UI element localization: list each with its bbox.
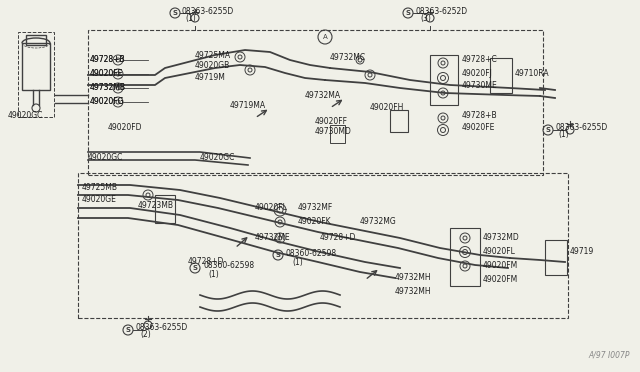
Text: 49020FL: 49020FL — [255, 202, 288, 212]
Text: 49732MB: 49732MB — [90, 83, 126, 93]
Text: S: S — [406, 10, 410, 16]
Text: 49730MD: 49730MD — [315, 128, 352, 137]
Text: (1): (1) — [558, 131, 569, 140]
Bar — [545, 240, 567, 275]
Text: 49728+B: 49728+B — [90, 55, 125, 64]
Text: A: A — [323, 34, 328, 40]
Bar — [430, 55, 458, 105]
Text: 49725MB: 49725MB — [82, 183, 118, 192]
Text: S: S — [193, 265, 198, 271]
Text: 49730ME: 49730ME — [462, 81, 498, 90]
Text: 49723MB: 49723MB — [138, 201, 174, 209]
Text: 49020FM: 49020FM — [483, 262, 518, 270]
Text: 49020GC: 49020GC — [200, 154, 236, 163]
Bar — [490, 58, 512, 93]
Text: 49020FM: 49020FM — [483, 276, 518, 285]
Text: 49020FE: 49020FE — [90, 70, 124, 78]
Text: 49719MA: 49719MA — [230, 100, 266, 109]
Bar — [330, 125, 345, 143]
Bar — [390, 110, 408, 132]
Text: 49020FF: 49020FF — [315, 118, 348, 126]
Text: 49732MF: 49732MF — [298, 202, 333, 212]
Text: 08363-6252D: 08363-6252D — [415, 6, 467, 16]
Bar — [26, 35, 46, 45]
Text: 49020FG: 49020FG — [90, 97, 125, 106]
Text: 49732MA: 49732MA — [305, 90, 341, 99]
Text: 49020FK: 49020FK — [298, 218, 332, 227]
Text: S: S — [275, 252, 280, 258]
Text: 49732MH: 49732MH — [395, 273, 431, 282]
Text: 08360-62598: 08360-62598 — [203, 260, 254, 269]
Text: 49728+C: 49728+C — [462, 55, 498, 64]
Text: 49719M: 49719M — [195, 74, 226, 83]
Text: 49710RA: 49710RA — [515, 68, 550, 77]
Text: S: S — [545, 127, 550, 133]
Bar — [18, 32, 54, 117]
Text: 49020GB: 49020GB — [195, 61, 230, 70]
Text: 49020FH: 49020FH — [370, 103, 404, 112]
Text: S: S — [173, 10, 177, 16]
Text: 49725MA: 49725MA — [195, 51, 231, 60]
Text: 49719: 49719 — [570, 247, 595, 257]
Text: 49732ME: 49732ME — [255, 234, 291, 243]
Text: 49020FG: 49020FG — [90, 97, 125, 106]
Text: 49020GC: 49020GC — [88, 154, 124, 163]
Text: 49732MG: 49732MG — [360, 218, 397, 227]
Text: A/97 I007P: A/97 I007P — [589, 351, 630, 360]
Text: 08363-6255D: 08363-6255D — [135, 323, 188, 331]
Bar — [88, 30, 543, 175]
Text: 49020FE: 49020FE — [462, 124, 495, 132]
Text: 08363-6255D: 08363-6255D — [555, 124, 607, 132]
Text: 49732MH: 49732MH — [395, 288, 431, 296]
Text: (1): (1) — [185, 13, 196, 22]
Text: 49728+B: 49728+B — [90, 55, 125, 64]
Text: (3): (3) — [420, 13, 431, 22]
Text: 08363-6255D: 08363-6255D — [182, 6, 234, 16]
Bar — [450, 228, 480, 286]
Text: (2): (2) — [140, 330, 151, 340]
Bar — [22, 43, 50, 90]
Text: 49020FJ: 49020FJ — [462, 68, 493, 77]
Text: 49728+D: 49728+D — [188, 257, 225, 266]
Text: S: S — [125, 327, 131, 333]
Bar — [155, 195, 175, 223]
Text: 49728+D: 49728+D — [320, 234, 356, 243]
Text: 49732MB: 49732MB — [90, 83, 126, 93]
Text: 49020FD: 49020FD — [108, 124, 143, 132]
Text: 49020FE: 49020FE — [90, 70, 124, 78]
Text: 49020GC: 49020GC — [8, 110, 44, 119]
Text: (1): (1) — [208, 269, 219, 279]
Text: 49020GE: 49020GE — [82, 196, 117, 205]
Text: 49020FL: 49020FL — [483, 247, 516, 257]
Text: 08360-62598: 08360-62598 — [286, 248, 337, 257]
Text: 49732MD: 49732MD — [483, 234, 520, 243]
Text: 49732MC: 49732MC — [330, 52, 366, 61]
Text: 49728+B: 49728+B — [462, 110, 498, 119]
Text: (1): (1) — [292, 257, 303, 266]
Bar — [78, 173, 568, 318]
